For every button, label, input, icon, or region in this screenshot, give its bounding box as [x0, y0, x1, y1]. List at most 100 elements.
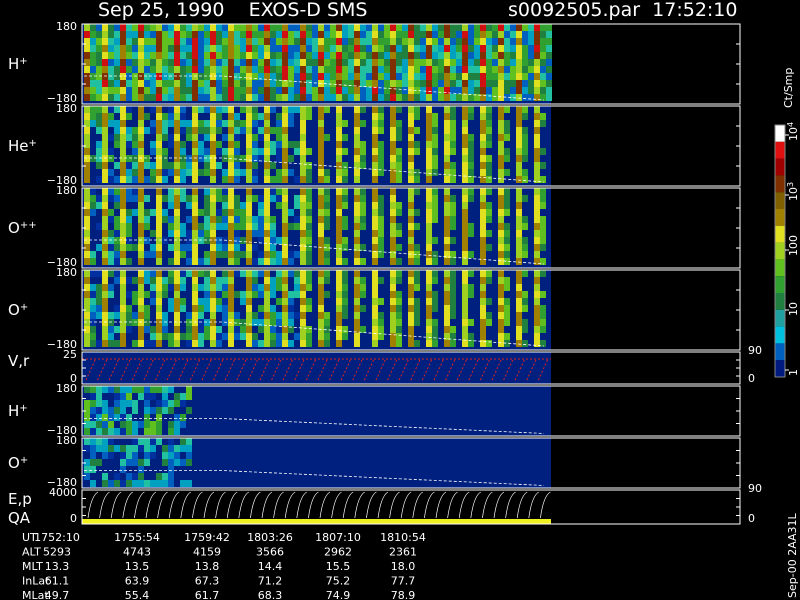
spectrogram-cell	[396, 169, 402, 176]
spectrogram-cell	[468, 162, 474, 169]
spectrogram-cell	[120, 298, 126, 305]
spectrogram-cell	[264, 127, 270, 134]
spectrogram-cell	[282, 162, 288, 169]
spectrogram-cell	[462, 298, 468, 305]
spectrogram-cell	[186, 445, 192, 452]
spectrogram-cell	[402, 94, 408, 101]
spectrogram-cell	[396, 230, 402, 237]
spectrogram-cell	[450, 284, 456, 291]
spectrogram-cell	[354, 258, 360, 265]
left-tick-label: −180	[47, 256, 77, 269]
spectrogram-cell	[414, 209, 420, 216]
spectrogram-cell	[456, 59, 462, 66]
spectrogram-cell	[396, 106, 402, 113]
spectrogram-cell	[444, 216, 450, 223]
spectrogram-cell	[150, 333, 156, 340]
colorbar-segment	[775, 309, 785, 327]
panel: O+180−180	[8, 434, 741, 489]
spectrogram-cell	[120, 244, 126, 251]
spectrogram-cell	[222, 333, 228, 340]
spectrogram-cell	[276, 258, 282, 265]
spectrogram-cell	[390, 340, 396, 347]
spectrogram-cell	[216, 59, 222, 66]
spectrogram-cell	[132, 209, 138, 216]
spectrogram-cell	[426, 59, 432, 66]
spectrogram-cell	[504, 127, 510, 134]
spectrogram-cell	[462, 155, 468, 162]
spectrogram-cell	[204, 284, 210, 291]
spectrogram-cell	[462, 195, 468, 202]
spectrogram-cell	[162, 393, 168, 400]
spectrogram-cell	[480, 258, 486, 265]
spectrogram-cell	[408, 188, 414, 195]
spectrogram-cell	[234, 38, 240, 45]
spectrogram-cell	[486, 73, 492, 80]
spectrogram-cell	[534, 106, 540, 113]
spectrogram-cell	[96, 428, 102, 435]
spectrogram-cell	[468, 87, 474, 94]
spectrogram-cell	[468, 251, 474, 258]
spectrogram-cell	[504, 52, 510, 59]
spectrogram-cell	[210, 155, 216, 162]
spectrogram-cell	[270, 66, 276, 73]
spectrogram-cell	[126, 38, 132, 45]
panel: He+180−180	[8, 102, 741, 187]
spectrogram-cell	[402, 66, 408, 73]
panel-label: H+	[8, 55, 28, 73]
spectrogram-cell	[480, 230, 486, 237]
spectrogram-cell	[390, 80, 396, 87]
spectrogram-cell	[252, 148, 258, 155]
spectrogram-cell	[372, 141, 378, 148]
spectrogram-cell	[180, 400, 186, 407]
spectrogram-cell	[90, 326, 96, 333]
spectrogram-cell	[96, 24, 102, 31]
spectrogram-cell	[342, 59, 348, 66]
spectrogram-cell	[378, 113, 384, 120]
spectrogram-cell	[510, 38, 516, 45]
spectrogram-cell	[108, 319, 114, 326]
spectrogram-cell	[228, 106, 234, 113]
spectrogram-cell	[240, 31, 246, 38]
spectrogram-cell	[246, 127, 252, 134]
spectrogram-cell	[222, 298, 228, 305]
spectrogram-cell	[168, 59, 174, 66]
spectrogram-cell	[240, 333, 246, 340]
spectrogram-cell	[276, 38, 282, 45]
spectrogram-cell	[426, 209, 432, 216]
spectrogram-cell	[486, 155, 492, 162]
spectrogram-cell	[120, 230, 126, 237]
spectrogram-cell	[210, 188, 216, 195]
colorbar-segment	[775, 225, 785, 243]
spectrogram-cell	[444, 52, 450, 59]
spectrogram-cell	[96, 148, 102, 155]
spectrogram-cell	[108, 480, 114, 487]
spectrogram-cell	[306, 340, 312, 347]
spectrogram-cell	[114, 251, 120, 258]
spectrogram-cell	[534, 141, 540, 148]
spectrogram-cell	[522, 66, 528, 73]
spectrogram-cell	[342, 326, 348, 333]
spectrogram-cell	[444, 134, 450, 141]
spectrogram-cell	[174, 202, 180, 209]
spectrogram-cell	[420, 87, 426, 94]
spectrogram-cell	[384, 45, 390, 52]
label-text: V,r	[8, 352, 30, 370]
spectrogram-cell	[114, 393, 120, 400]
spectrogram-cell	[126, 393, 132, 400]
spectrogram-cell	[192, 87, 198, 94]
spectrogram-cell	[354, 127, 360, 134]
spectrogram-cell	[534, 169, 540, 176]
spectrogram-cell	[84, 445, 90, 452]
spectrogram-cell	[336, 120, 342, 127]
spectrogram-cell	[198, 24, 204, 31]
spectrogram-cell	[408, 319, 414, 326]
spectrogram-cell	[300, 38, 306, 45]
spectrogram-cell	[114, 237, 120, 244]
spectrogram-cell	[186, 155, 192, 162]
spectrogram-cell	[432, 188, 438, 195]
colorbar-unit: Ct/Smp	[782, 68, 795, 108]
spectrogram-cell	[462, 319, 468, 326]
spectrogram-cell	[468, 38, 474, 45]
spectrogram-cell	[300, 244, 306, 251]
spectrogram-cell	[318, 230, 324, 237]
